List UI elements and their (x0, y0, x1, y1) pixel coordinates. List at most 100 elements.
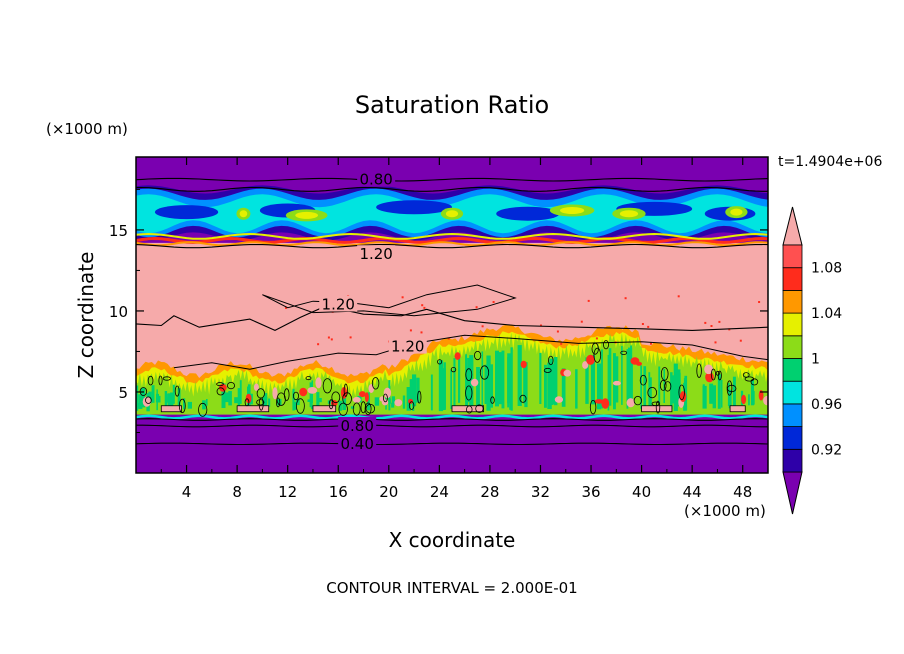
speck (650, 342, 652, 345)
speck (409, 329, 412, 332)
cloud-streak-teal (141, 387, 146, 408)
cloud-streak-teal (721, 379, 723, 408)
upper-blue-patch (376, 200, 452, 215)
contour-cell (216, 382, 224, 387)
y-tick-label: 15 (109, 222, 128, 240)
cloud-hole (758, 390, 764, 401)
contour-cell (328, 399, 334, 410)
cloud-streak-teal (406, 387, 411, 411)
cloud-streak-teal (476, 367, 480, 407)
cloud-streak-teal (391, 396, 395, 405)
contour-cell (750, 378, 759, 386)
cloud-streak-teal (658, 366, 661, 404)
contour-cell (664, 381, 672, 392)
contour-cell (145, 396, 152, 404)
contour-cell (382, 393, 388, 403)
cloud-hole (299, 387, 308, 397)
cloud-streak-teal (237, 388, 241, 408)
cloud-hole (330, 400, 338, 407)
cloud-streak-teal (683, 378, 687, 407)
contour-cell (678, 384, 685, 401)
contour-cell (633, 395, 642, 406)
cloud-hole (563, 369, 572, 377)
cloud-streak-teal (350, 406, 355, 409)
contour-cell (276, 392, 286, 406)
cloud-streak-teal (187, 401, 192, 409)
speck (492, 301, 495, 303)
contour-label-bg (338, 417, 377, 434)
cloud-hole (741, 394, 747, 405)
cloud-streak-teal (607, 354, 610, 411)
cloud-streak-teal (402, 395, 406, 409)
colorbar-swatch (782, 358, 803, 382)
cloud-streak-teal (338, 400, 342, 411)
contour-cell (450, 366, 457, 373)
cloud-streak-teal (615, 356, 619, 403)
speck (349, 336, 352, 339)
speck (624, 297, 627, 300)
cloud-streak-teal (712, 385, 716, 409)
colorbar-bottom-arrow (782, 471, 803, 515)
speck (647, 325, 650, 328)
contour-cell (465, 385, 473, 401)
speck (330, 338, 333, 341)
contour-cell (174, 385, 180, 397)
x-tick-label: 24 (430, 483, 449, 501)
cloud-streak-teal (374, 397, 380, 406)
cloud-hole (636, 361, 642, 366)
colorbar-tick-label: 0.96 (811, 397, 842, 413)
cloud-hole (142, 396, 151, 407)
x-tick-label: 44 (683, 483, 702, 501)
contour-cell (408, 401, 415, 410)
contour-cell (364, 402, 372, 416)
cloud-hole (383, 387, 392, 399)
upper-yellow-blob (730, 208, 743, 216)
cloud-streak-teal (490, 364, 493, 408)
cloud-streak-teal (626, 349, 629, 409)
cloud-streak-teal (601, 349, 603, 409)
cloud-hole (315, 377, 322, 389)
cloud-streak-teal (553, 357, 558, 406)
speck (595, 337, 598, 340)
cloud-streak-teal (648, 372, 651, 409)
cloud-streak-teal (498, 352, 503, 405)
contour-label: 0.80 (340, 417, 373, 435)
colorbar-tick-label: 0.92 (811, 442, 842, 458)
warm-strip-yellow (136, 232, 768, 240)
contour-1.20-lens (262, 284, 517, 317)
contour-cell (710, 368, 716, 381)
speck (641, 323, 644, 325)
cloud-hole (394, 399, 403, 407)
cloud-streak-teal (155, 393, 159, 403)
upper-blue-patch (496, 206, 560, 221)
cloud-streak-teal (467, 357, 472, 403)
cloud-streak-teal (441, 368, 446, 410)
cloud-streak-teal (709, 383, 714, 404)
contour-cell (660, 367, 669, 381)
cloud-streak-teal (748, 394, 750, 406)
contour-cell (295, 398, 305, 414)
contour-cell (198, 402, 208, 417)
colorbar-swatch (782, 312, 803, 337)
upper-yellow-blob (295, 211, 319, 219)
colorbar-swatch (782, 335, 803, 359)
cloud-streak-teal (268, 398, 271, 407)
contour-cell (726, 380, 733, 396)
cloud-streak-teal (292, 388, 295, 411)
cloud-streak-teal (317, 398, 322, 403)
contour-cell (473, 350, 482, 361)
contour-0.80-bottom (136, 418, 768, 421)
cloud-hole (368, 384, 375, 393)
contour-cell (603, 340, 609, 350)
contour-cell (158, 375, 163, 386)
cloud-base-lens (451, 405, 485, 413)
contour-cell (651, 401, 660, 406)
colorbar-swatch (782, 289, 803, 314)
cloud-streak-teal (430, 374, 433, 411)
contour-1.20-top (136, 243, 768, 249)
cloud-streak-teal (453, 358, 456, 412)
colorbar-tick-label: 1.04 (811, 306, 842, 322)
cloud-hole (359, 391, 366, 398)
contour-label-bg (357, 170, 396, 187)
x-tick-label: 12 (278, 483, 297, 501)
